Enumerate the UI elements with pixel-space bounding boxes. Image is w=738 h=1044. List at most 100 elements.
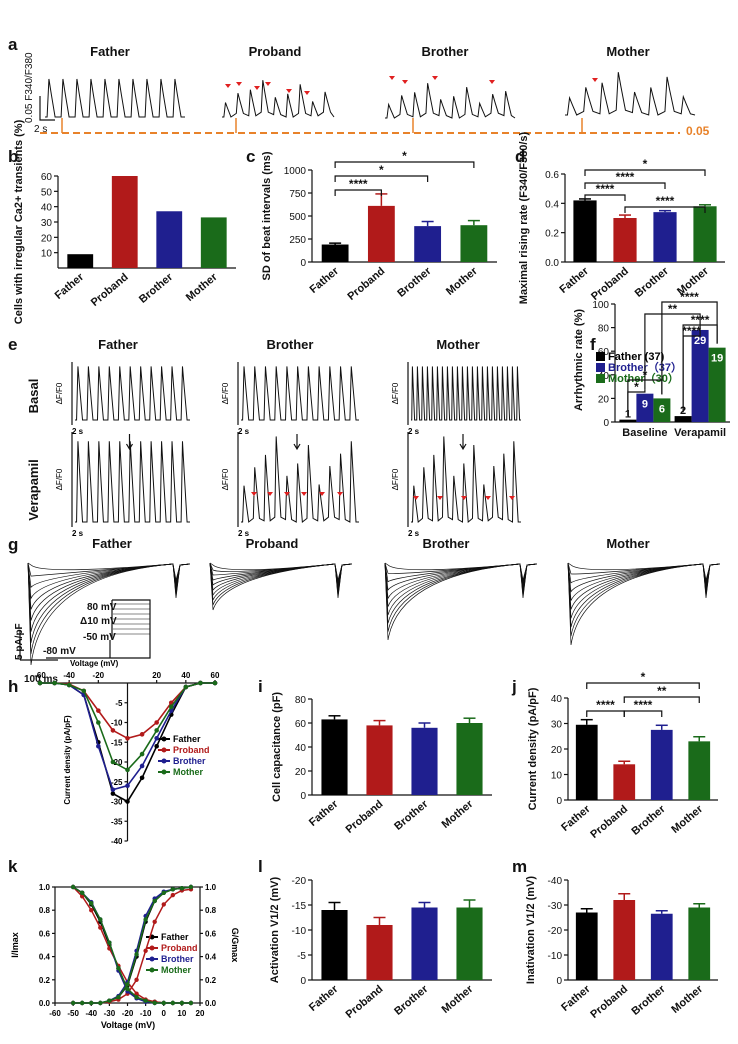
data-point bbox=[66, 682, 72, 688]
y-axis-label: Activation V1/2 (mV) bbox=[269, 876, 281, 983]
y-tick-label: 0.6 bbox=[545, 170, 559, 181]
data-point bbox=[89, 901, 94, 906]
data-point bbox=[152, 898, 157, 904]
legend-marker bbox=[149, 945, 155, 951]
panel-label-c: c bbox=[246, 147, 255, 166]
current-trace bbox=[209, 562, 353, 589]
sig-label: * bbox=[379, 163, 384, 177]
panel-label-h: h bbox=[8, 677, 18, 696]
sig-label: **** bbox=[596, 698, 615, 712]
e-title-father: Father bbox=[98, 337, 138, 352]
data-point bbox=[89, 1000, 94, 1006]
x-tick-label: Mother bbox=[184, 271, 220, 304]
arrhythmia-marker bbox=[267, 492, 273, 496]
panel-label-a: a bbox=[8, 35, 18, 54]
trace-y-label: ΔF/F0 bbox=[55, 468, 64, 490]
a-title-mother: Mother bbox=[606, 44, 649, 59]
scale-bar bbox=[39, 96, 55, 121]
y-tick-label: 0 bbox=[300, 791, 306, 802]
arrhythmia-marker bbox=[437, 496, 443, 500]
data-point bbox=[161, 890, 166, 895]
data-point bbox=[168, 704, 174, 709]
current-trace bbox=[567, 562, 721, 646]
panel-a-traces bbox=[39, 72, 696, 134]
x-tick-label: 60 bbox=[211, 671, 220, 680]
data-point bbox=[125, 783, 130, 788]
y-axis-label: SD of beat intervals (ms) bbox=[261, 151, 273, 280]
x-tick-label: Brother bbox=[633, 265, 672, 300]
bar-father bbox=[321, 719, 348, 795]
data-point bbox=[154, 736, 159, 741]
y-tick-label: 40 bbox=[551, 694, 563, 705]
data-point bbox=[96, 743, 101, 749]
y-tick-label: -20 bbox=[111, 758, 123, 767]
legend-swatch bbox=[596, 374, 605, 383]
panel-l-chart: 0 -5 -10 -15 -20 Father Proband Brother Mother Ac… bbox=[269, 876, 492, 1021]
data-point bbox=[179, 885, 185, 891]
data-point bbox=[188, 1000, 194, 1006]
data-point bbox=[154, 728, 159, 733]
x-tick-label: -50 bbox=[67, 1009, 79, 1018]
a-scale-y: 0.05 F340/F380 bbox=[24, 52, 35, 123]
treatment-arrow bbox=[459, 434, 467, 451]
sig-label: ** bbox=[668, 302, 678, 316]
panel-label-i: i bbox=[258, 677, 263, 696]
y-tick-label: 0.4 bbox=[545, 199, 559, 210]
sig-label: **** bbox=[680, 290, 699, 304]
data-point bbox=[139, 732, 145, 737]
ca-trace-2-0 bbox=[411, 366, 521, 421]
panel-f-chart: 020406080100Arrhythmic rate (%)196Baseli… bbox=[573, 290, 730, 439]
trace-y-label: ΔF/F0 bbox=[391, 468, 400, 490]
data-point bbox=[110, 787, 116, 792]
y-tick-label: 1000 bbox=[284, 166, 307, 177]
ca-trace-2-1 bbox=[411, 436, 521, 524]
data-point bbox=[70, 884, 76, 890]
sig-bracket bbox=[623, 696, 700, 703]
trace-y-label: ΔF/F0 bbox=[55, 382, 64, 404]
ca-trace-1-0 bbox=[241, 366, 359, 421]
y-tick-label: 20 bbox=[295, 767, 307, 778]
data-point bbox=[89, 908, 94, 913]
trace-y-label: ΔF/F0 bbox=[221, 468, 230, 490]
data-point bbox=[154, 720, 159, 725]
bar-proband bbox=[613, 900, 636, 980]
data-point bbox=[98, 917, 103, 922]
sig-bracket bbox=[624, 206, 706, 213]
y-tick-label: 0 bbox=[556, 976, 562, 987]
x-tick-label: Proband bbox=[588, 803, 630, 841]
data-point bbox=[79, 890, 85, 895]
data-point bbox=[125, 736, 130, 741]
data-point bbox=[139, 751, 145, 757]
x-tick-label: -60 bbox=[34, 671, 46, 680]
y-tick-label: 20 bbox=[41, 233, 53, 244]
data-point bbox=[161, 902, 166, 907]
y-tick-label: -35 bbox=[111, 817, 123, 826]
x-tick-label: Brother bbox=[392, 983, 431, 1018]
legend-swatch bbox=[596, 363, 605, 372]
trace-scale-x: 2 s bbox=[72, 529, 84, 538]
legend-label: Proband bbox=[173, 745, 210, 755]
legend-label: Father (37) bbox=[608, 351, 665, 363]
y-tick-label: -15 bbox=[292, 901, 307, 912]
y-tick-label: 0 bbox=[603, 418, 609, 429]
y-tick-label: 0.8 bbox=[39, 906, 51, 915]
x-tick-label: Mother bbox=[669, 803, 705, 836]
panel-label-l: l bbox=[258, 857, 263, 876]
x-tick-label: Proband bbox=[588, 983, 630, 1021]
x-tick-label: Father bbox=[559, 803, 593, 834]
x-tick-label: Verapamil bbox=[674, 427, 726, 439]
e-title-mother: Mother bbox=[436, 337, 479, 352]
sig-bracket bbox=[623, 710, 663, 717]
y-tick-label: -30 bbox=[548, 901, 563, 912]
x-tick-label: 40 bbox=[181, 671, 190, 680]
bar-brother bbox=[414, 226, 442, 262]
x-tick-label: -40 bbox=[63, 671, 75, 680]
y-axis-label: I/Imax bbox=[10, 932, 20, 958]
voltage-protocol bbox=[46, 599, 151, 659]
sig-label: ** bbox=[657, 684, 667, 698]
y-tick-label: 0.6 bbox=[39, 929, 51, 938]
x-tick-label: Proband bbox=[344, 798, 386, 836]
g-scale-x: 100 ms bbox=[24, 674, 58, 685]
panel-b-chart: 10 20 30 40 50 60 Father Proband Brother Mother Ce… bbox=[13, 119, 236, 324]
sig-bracket bbox=[584, 169, 706, 176]
